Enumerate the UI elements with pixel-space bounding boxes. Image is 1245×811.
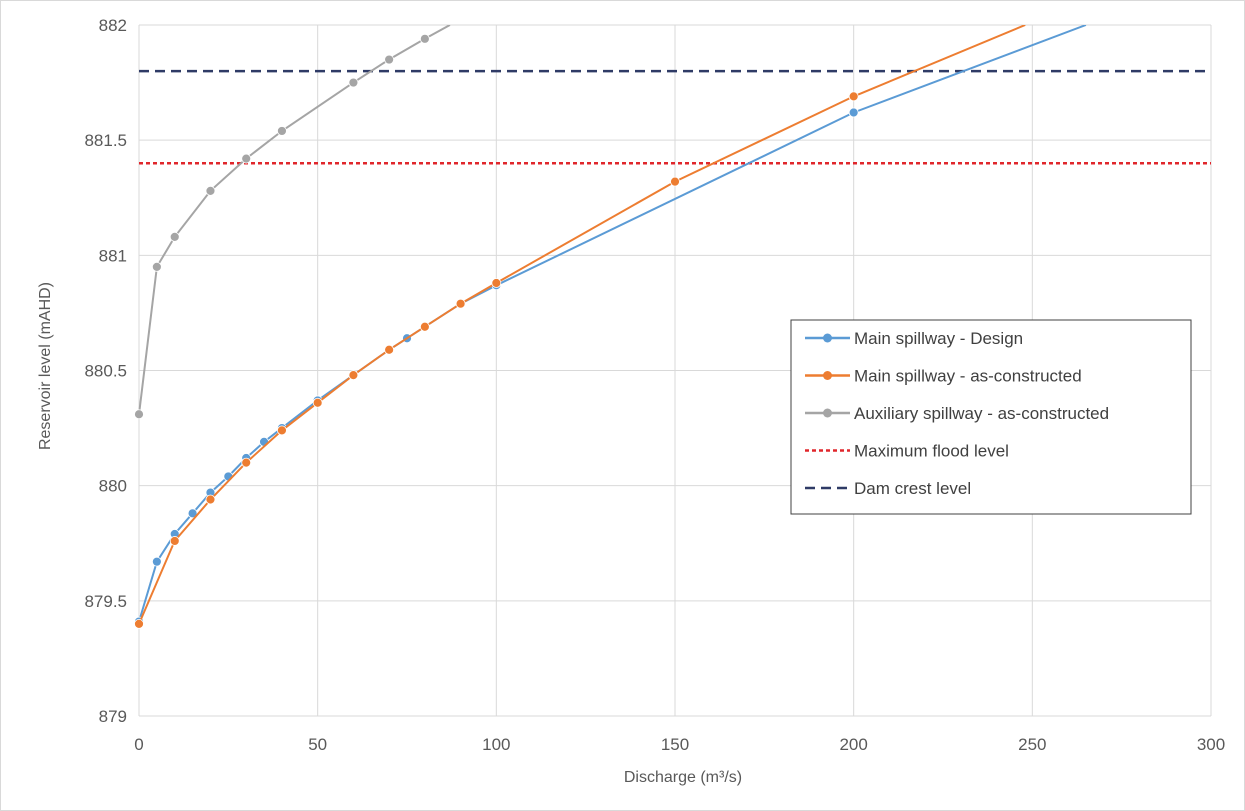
series-line-main-spillway-as-constructed [138, 25, 1026, 625]
plot-area [134, 25, 1211, 629]
y-axis-title: Reservoir level (mAHD) [37, 282, 54, 450]
data-point-auxiliary-spillway-as-constructed [277, 126, 287, 136]
x-tick-label: 250 [1018, 735, 1046, 754]
data-point-auxiliary-spillway-as-constructed [241, 153, 252, 164]
y-tick-label: 882 [99, 16, 127, 35]
legend-marker [823, 333, 832, 343]
y-tick-label: 880 [99, 477, 127, 496]
x-tick-label: 200 [839, 735, 867, 754]
legend-marker [823, 371, 832, 380]
data-point-auxiliary-spillway-as-constructed [348, 77, 359, 88]
x-axis-title: Discharge (m³/s) [624, 769, 742, 786]
data-point-main-spillway-design [151, 556, 162, 567]
legend: Main spillway - Design Main spillway - as… [790, 319, 1192, 515]
x-tick-label: 150 [661, 735, 689, 754]
x-axis-ticks: 0 50 100 150 200 250 300 [134, 735, 1225, 754]
data-point-auxiliary-spillway-as-constructed [384, 54, 395, 65]
data-point-main-spillway-as-constructed [277, 425, 287, 436]
y-tick-label: 881.5 [84, 131, 127, 150]
data-point-main-spillway-design [259, 437, 269, 447]
data-point-auxiliary-spillway-as-constructed [419, 33, 430, 44]
data-point-main-spillway-as-constructed [169, 536, 180, 546]
legend-label: Main spillway - Design [854, 329, 1023, 348]
data-point-main-spillway-design [187, 508, 198, 519]
legend-box [790, 319, 1192, 515]
x-tick-label: 100 [482, 735, 510, 754]
series-layer [134, 25, 1211, 629]
horizontal-gridlines [139, 24, 1211, 717]
series-line-auxiliary-spillway-as-constructed [138, 25, 451, 415]
data-point-auxiliary-spillway-as-constructed [134, 409, 144, 420]
data-point-main-spillway-as-constructed [670, 176, 680, 187]
data-point-main-spillway-as-constructed [241, 457, 252, 468]
data-point-main-spillway-as-constructed [134, 618, 144, 629]
y-tick-label: 879 [99, 707, 127, 726]
data-point-main-spillway-as-constructed [419, 321, 430, 332]
legend-marker [823, 408, 832, 418]
data-point-auxiliary-spillway-as-constructed [205, 185, 216, 196]
y-tick-label: 881 [99, 246, 127, 265]
legend-label: Maximum flood level [854, 442, 1009, 461]
x-tick-label: 0 [134, 735, 143, 754]
data-point-main-spillway-as-constructed [491, 278, 502, 288]
data-point-main-spillway-as-constructed [384, 344, 395, 355]
data-point-auxiliary-spillway-as-constructed [169, 232, 180, 242]
data-point-main-spillway-design [848, 107, 859, 118]
data-point-main-spillway-as-constructed [348, 370, 359, 381]
x-tick-label: 300 [1197, 735, 1225, 754]
y-tick-label: 879.5 [84, 592, 127, 611]
data-point-auxiliary-spillway-as-constructed [151, 261, 162, 272]
data-point-main-spillway-as-constructed [312, 397, 323, 408]
data-point-main-spillway-as-constructed [205, 494, 216, 505]
legend-label: Main spillway - as-constructed [854, 367, 1082, 386]
x-tick-label: 50 [308, 735, 327, 754]
data-point-main-spillway-as-constructed [455, 298, 466, 309]
data-point-main-spillway-as-constructed [848, 91, 859, 102]
legend-label: Dam crest level [854, 479, 971, 498]
y-tick-label: 880.5 [84, 362, 127, 381]
legend-label: Auxiliary spillway - as-constructed [854, 404, 1109, 423]
y-axis-ticks: 879 879.5 880 880.5 881 881.5 882 [84, 16, 127, 726]
